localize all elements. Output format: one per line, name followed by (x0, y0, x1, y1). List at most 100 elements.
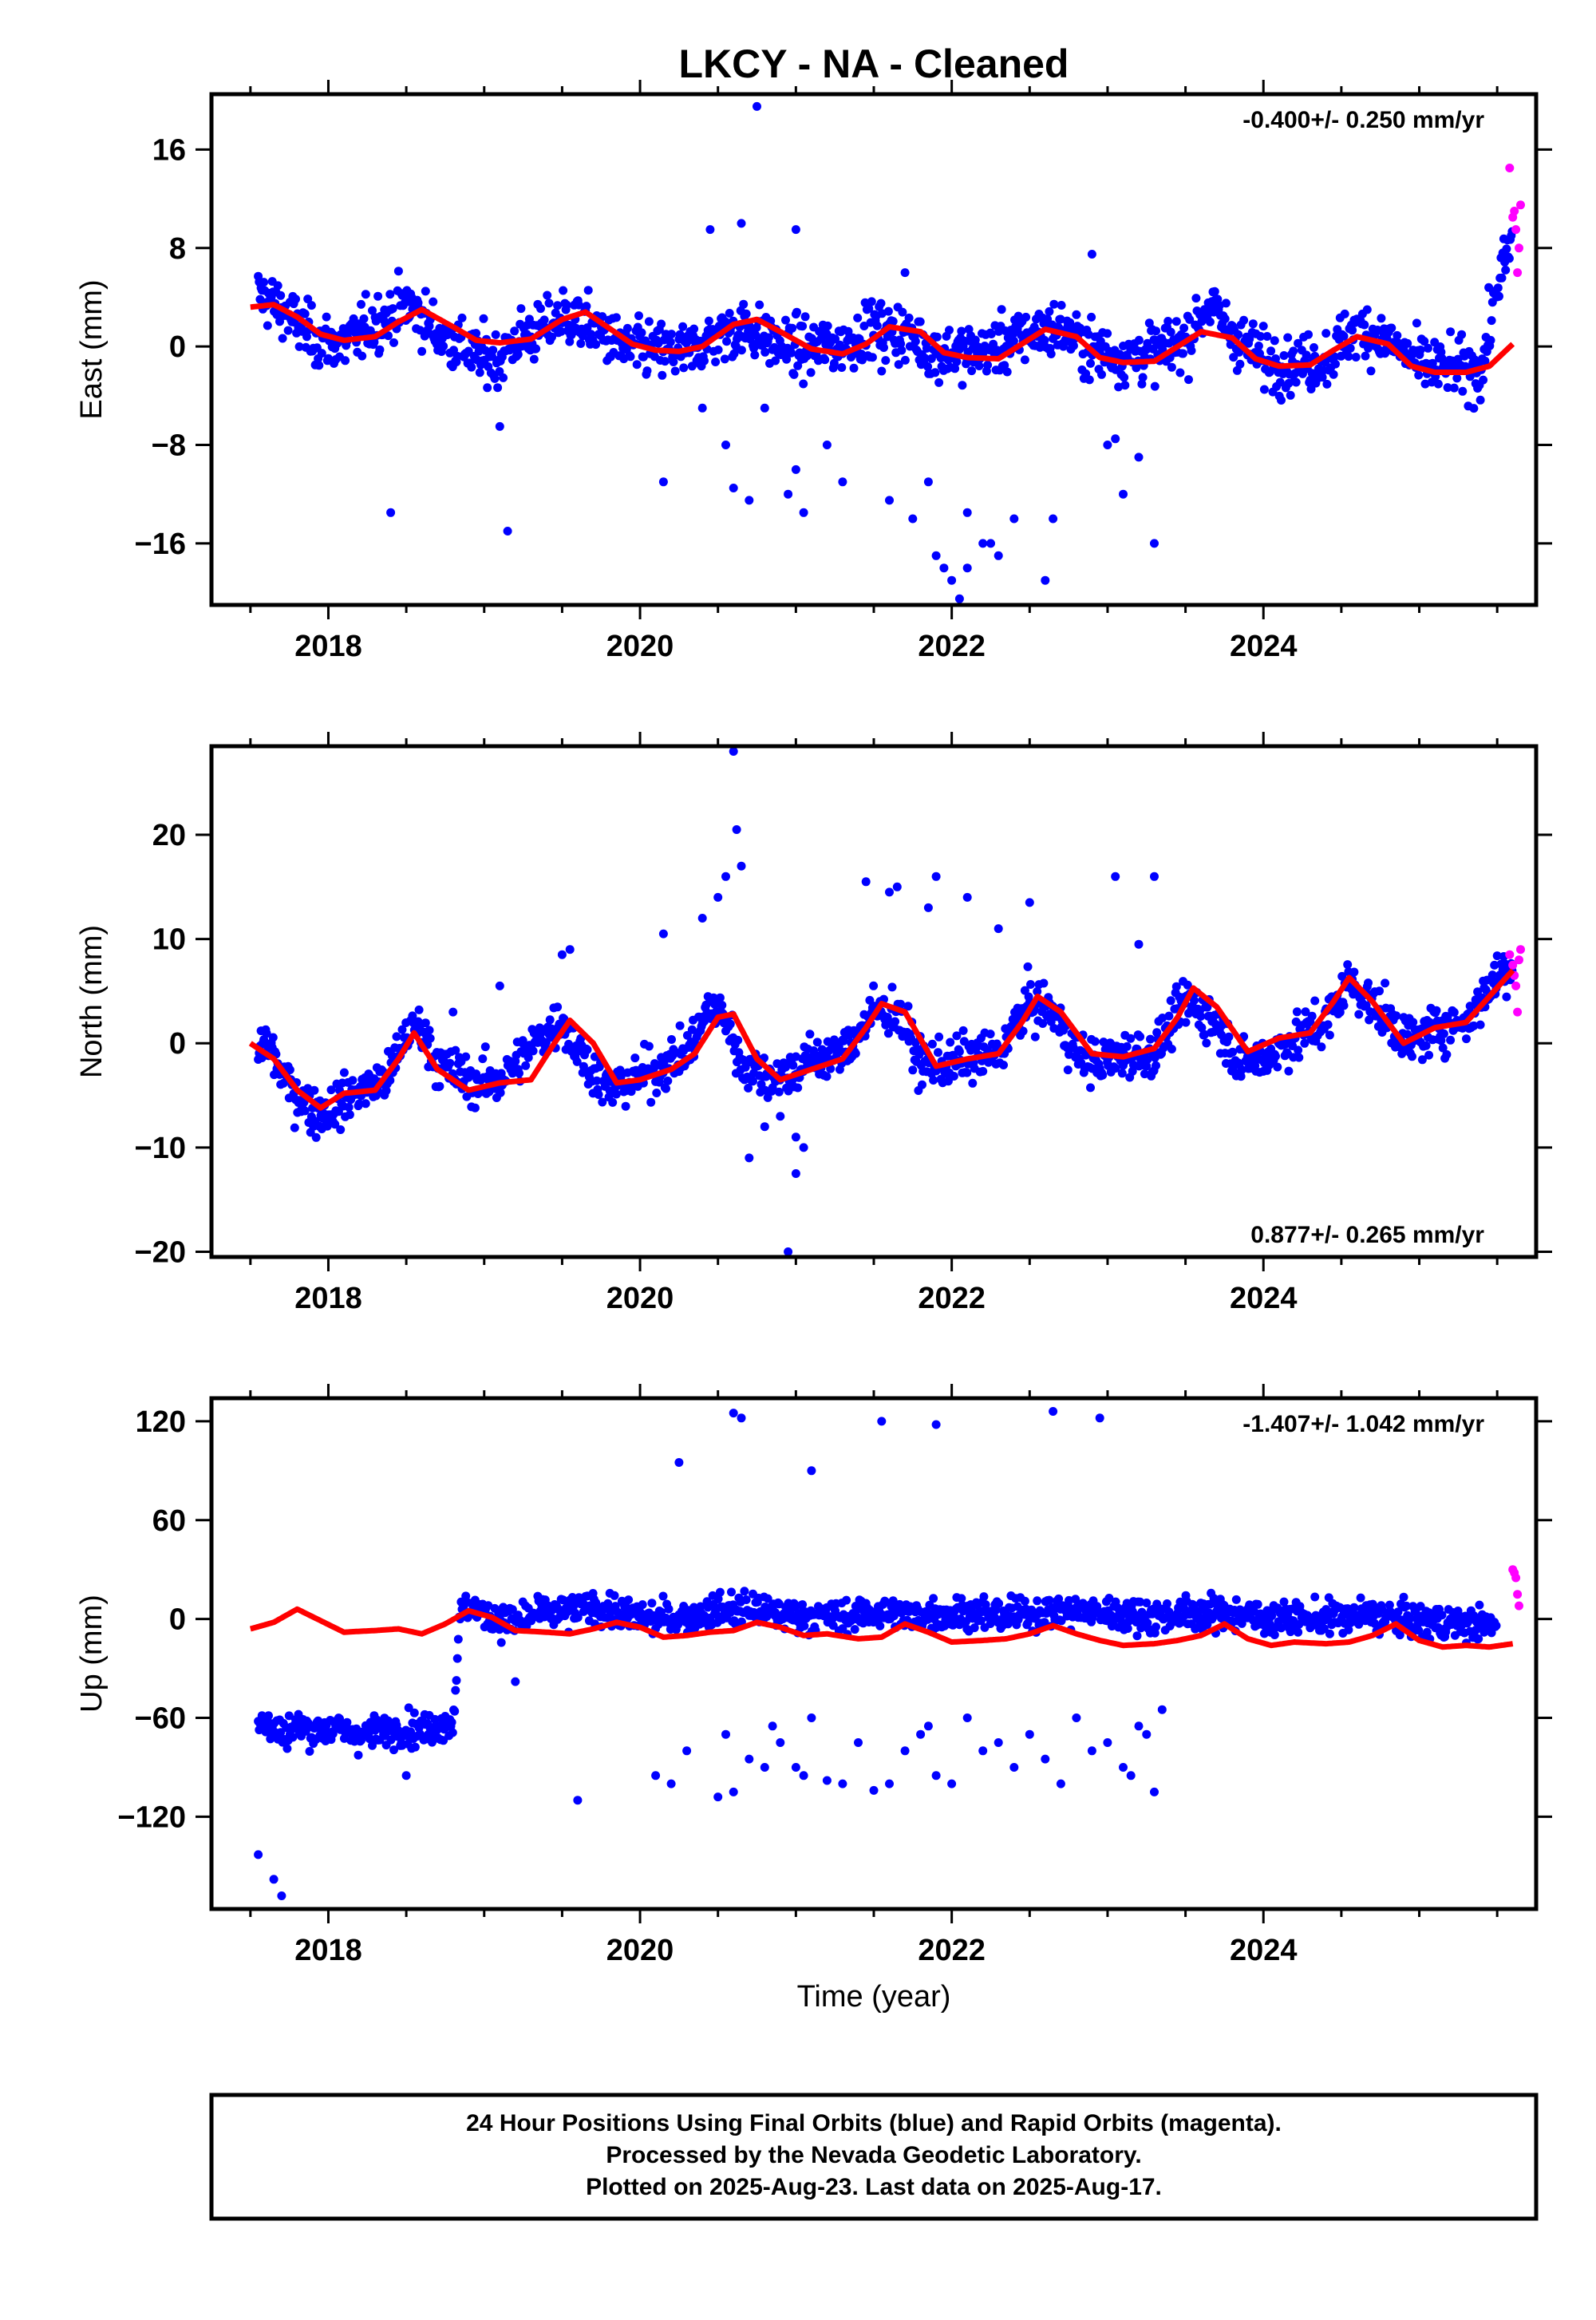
up-point (970, 1623, 979, 1633)
north-ytick-label: 10 (152, 923, 186, 957)
up-point (978, 1746, 988, 1756)
north-point (1236, 1072, 1246, 1081)
up-point (1356, 1593, 1365, 1603)
east-point (771, 356, 780, 366)
east-point (1254, 342, 1263, 350)
north-point (733, 1035, 743, 1045)
east-point (947, 575, 957, 585)
up-point (658, 1591, 668, 1601)
east-point (837, 363, 847, 372)
north-point (354, 1099, 364, 1109)
north-point (421, 1018, 430, 1028)
east-point (915, 317, 925, 326)
up-point (877, 1417, 887, 1426)
north-point (927, 1039, 937, 1049)
north-point (557, 950, 567, 959)
east-point (755, 300, 764, 310)
up-point (1033, 1596, 1042, 1606)
east-point (1167, 362, 1176, 372)
east-point (513, 350, 523, 359)
east-point (1143, 338, 1152, 348)
east-point (881, 356, 891, 366)
north-point (663, 1076, 673, 1085)
north-point (760, 1085, 770, 1095)
up-point (931, 1420, 941, 1429)
east-xtick-label: 2024 (1230, 630, 1298, 663)
east-point (1248, 319, 1258, 329)
up-point (282, 1744, 292, 1753)
east-point (739, 299, 749, 309)
east-point (1103, 329, 1112, 338)
east-point (711, 358, 721, 366)
east-point (1480, 356, 1490, 366)
north-point (934, 1048, 942, 1057)
north-point (958, 1026, 968, 1035)
east-point (464, 346, 473, 356)
east-point (1002, 367, 1012, 377)
east-point (425, 322, 434, 331)
up-point (737, 1413, 746, 1423)
north-point (675, 1021, 685, 1030)
east-rapid-point (1511, 225, 1521, 235)
up-point (729, 1409, 738, 1418)
north-point (1152, 1028, 1162, 1037)
north-point (1449, 1008, 1459, 1017)
up-points (254, 1407, 1523, 1900)
north-point (994, 924, 1003, 934)
east-point (317, 349, 326, 358)
east-point (1291, 377, 1301, 387)
north-xtick-label: 2018 (294, 1282, 362, 1315)
up-point (1088, 1614, 1097, 1623)
north-point (646, 1097, 656, 1107)
north-point (425, 1026, 434, 1035)
east-point (1119, 489, 1128, 499)
east-point (872, 321, 882, 330)
up-point (1003, 1619, 1013, 1629)
north-point (1365, 1015, 1374, 1025)
up-point (269, 1875, 279, 1884)
east-point (1020, 355, 1029, 365)
east-point (1120, 373, 1129, 382)
east-point (393, 267, 403, 276)
east-point (1087, 312, 1096, 322)
up-point (1134, 1721, 1144, 1731)
east-point (361, 290, 370, 299)
up-point (1124, 1617, 1133, 1626)
east-point (543, 290, 552, 300)
up-point (869, 1785, 879, 1795)
north-point (929, 1076, 938, 1085)
east-point (1321, 329, 1331, 338)
north-point (408, 1011, 417, 1021)
east-point (300, 309, 310, 318)
up-point (696, 1602, 705, 1611)
north-point (749, 1077, 757, 1086)
east-point (575, 300, 583, 310)
east-point (994, 551, 1003, 560)
north-point (887, 982, 897, 992)
east-rapid-point (1516, 200, 1525, 210)
east-point (760, 403, 769, 413)
north-point (662, 1084, 670, 1093)
north-point (1167, 1045, 1176, 1053)
east-point (499, 373, 508, 382)
up-point (1475, 1600, 1484, 1610)
north-point (1421, 1041, 1431, 1050)
east-point (273, 281, 282, 290)
east-point (385, 290, 395, 299)
north-point (1142, 1061, 1152, 1071)
north-point (812, 1037, 822, 1047)
up-xtick-label: 2018 (294, 1934, 362, 1967)
up-point (885, 1779, 894, 1788)
east-point (666, 338, 675, 347)
north-point (262, 1029, 271, 1038)
east-point (957, 326, 966, 336)
east-point (389, 338, 398, 347)
panel-up: 2018 2020 2022 2024 120 60 0 −60 −120 Up (mm) -1.4… (75, 1384, 1552, 2014)
east-point (900, 268, 910, 278)
east-xtick-label: 2018 (294, 630, 362, 663)
east-point (1239, 315, 1249, 325)
east-point (1306, 385, 1316, 393)
up-point (1136, 1597, 1145, 1607)
east-point (1166, 327, 1175, 337)
east-xtick-label: 2022 (918, 630, 986, 663)
